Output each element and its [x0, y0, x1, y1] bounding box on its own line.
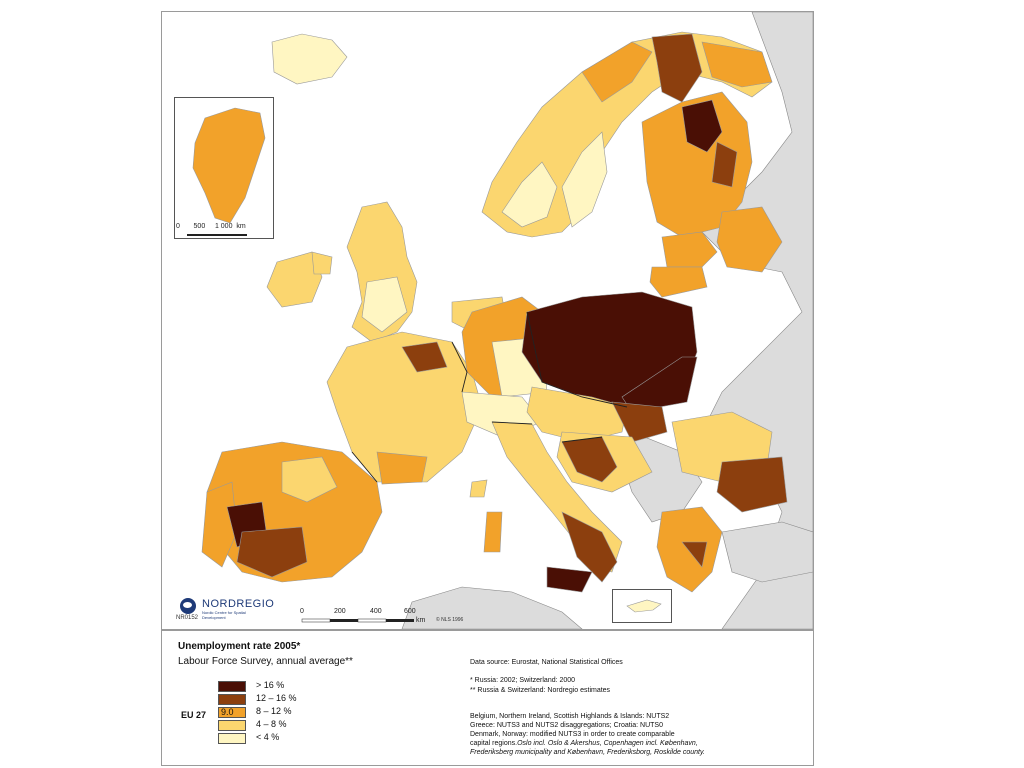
balkans [561, 411, 788, 513]
inset-scale-bar [187, 234, 247, 236]
map-code: NR0152 [176, 615, 199, 621]
svalbard [271, 33, 348, 85]
legend-swatch: 9.0 [218, 707, 246, 718]
greenland [192, 107, 266, 224]
legend-label: < 4 % [256, 732, 280, 742]
legend-panel: Unemployment rate 2005* Labour Force Sur… [161, 630, 814, 766]
italy [469, 421, 623, 593]
country-borders [351, 311, 628, 483]
copyright: © NLS 1996 [436, 617, 464, 623]
cyprus-inset [612, 589, 672, 623]
nuts-notes: Belgium, Northern Ireland, Scottish High… [470, 712, 800, 757]
scale-tick: 200 [334, 608, 346, 615]
nordregio-mark-icon [180, 598, 196, 614]
nordregio-logo: NORDREGIO Nordic Centre for Spatial Deve… [176, 594, 274, 624]
legend-label: 4 – 8 % [256, 719, 287, 729]
finland [641, 91, 753, 238]
footnote-1: * Russia: 2002; Switzerland: 2000 [470, 677, 576, 684]
inset-scale-labels: 0 500 1 000 km [176, 223, 246, 230]
scandinavia [481, 31, 773, 238]
scale-tick: 400 [370, 608, 382, 615]
nuts-note-line: Greece: NUTS3 and NUTS2 disaggregations;… [470, 722, 663, 729]
legend-subtitle: Labour Force Survey, annual average** [178, 656, 353, 667]
legend-swatch [218, 681, 246, 692]
legend-swatch [218, 720, 246, 731]
baltics [649, 206, 783, 298]
nuts-note-line: Belgium, Northern Ireland, Scottish High… [470, 713, 670, 720]
footnote-2: ** Russia & Switzerland: Nordregio estim… [470, 687, 611, 694]
map-frame: 0 500 1 000 km NORDREGIO Nordic Centre f… [161, 11, 814, 630]
iberia [201, 441, 383, 583]
data-source: Data source: Eurostat, National Statisti… [470, 659, 623, 666]
eu-label: EU 27 [181, 710, 207, 720]
europe-map [201, 12, 813, 629]
nuts-note-line: Denmark, Norway: modified NUTS3 in order… [470, 731, 675, 738]
cyprus [626, 599, 662, 613]
legend-title: Unemployment rate 2005* [178, 641, 301, 652]
eu-value: 9.0 [221, 707, 234, 717]
scale-tick: 0 [300, 608, 304, 615]
scale-unit: km [416, 617, 426, 624]
legend-label: 8 – 12 % [256, 706, 292, 716]
british-isles [266, 201, 418, 343]
legend-swatch [218, 694, 246, 705]
nuts-note-line: Frederiksberg municipality and København… [470, 749, 705, 756]
legend-label: > 16 % [256, 680, 285, 690]
poland [521, 291, 698, 413]
scale-tick: 600 [404, 608, 416, 615]
legend-label: 12 – 16 % [256, 693, 297, 703]
logo-name: NORDREGIO [202, 598, 275, 610]
legend-swatch [218, 733, 246, 744]
france [326, 331, 483, 485]
logo-subtitle: Nordic Centre for Spatial Development [202, 610, 246, 620]
nuts-note-italic: Oslo incl. Oslo & Akershus, Copenhagen i… [517, 740, 698, 747]
greenland-inset [174, 97, 274, 239]
nuts-note-line: capital regions.Oslo incl. Oslo & Akersh… [470, 739, 800, 748]
nuts-note-text: capital regions. [470, 740, 518, 747]
map-scale-bar [301, 618, 414, 623]
greece [656, 506, 723, 593]
